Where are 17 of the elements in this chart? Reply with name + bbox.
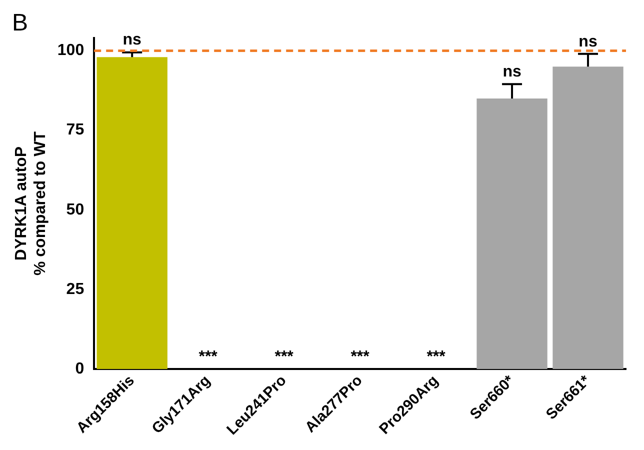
text: B [12,10,28,37]
annotation: ns [578,33,598,50]
annotation: *** [274,348,294,366]
annotation: ns [122,32,142,49]
y-tick-label: 100 [57,42,84,60]
annotation: *** [350,348,370,366]
y-tick-label: 50 [66,201,84,218]
bar [96,57,168,370]
bar [552,66,624,370]
y-tick-label: 75 [66,122,84,139]
annotation: *** [426,348,446,366]
y-tick-label: 0 [75,360,84,378]
annotation: ns [502,64,522,81]
y-axis-title: DYRK1A autoP % compared to WT [13,131,50,276]
annotation: *** [198,348,218,366]
y-tick-label: 25 [66,280,84,298]
bar [476,98,548,370]
